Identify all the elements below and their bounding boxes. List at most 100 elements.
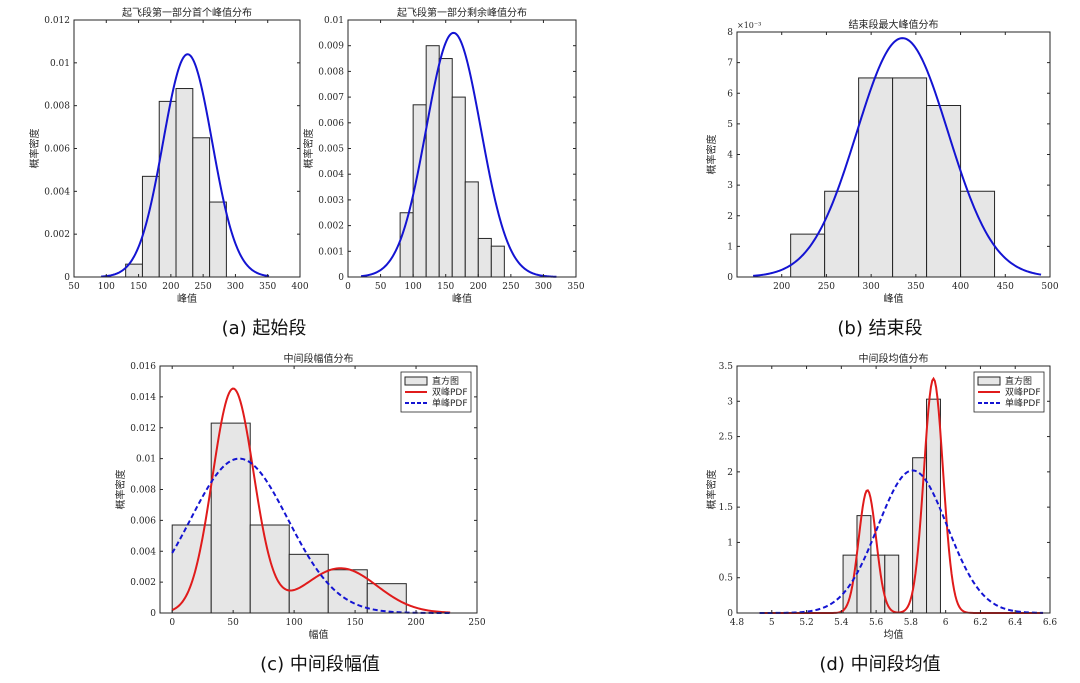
y-axis-label: 概率密度: [302, 129, 315, 169]
y-tick-label: 0.002: [130, 578, 156, 588]
chart-title: 中间段幅值分布: [284, 352, 354, 365]
chart-a1: 50 100 150 200 250 300 350 400 0 0.002 0.004 0.006 0…: [28, 6, 309, 305]
x-tick-label: 200: [407, 618, 424, 628]
histogram-bar: [210, 422, 251, 614]
caption-c: (c) 中间段幅值: [260, 654, 380, 675]
legend-entry: 双峰PDF: [432, 387, 468, 398]
y-axis-label: 概率密度: [114, 470, 127, 510]
y-tick-label: 0.012: [130, 424, 156, 434]
bimodal-pdf-curve: [759, 376, 1044, 614]
histogram-bar: [175, 88, 194, 278]
x-tick-label: 50: [375, 282, 387, 292]
x-tick-label: 100: [405, 282, 422, 292]
caption-a: (a) 起始段: [222, 318, 307, 339]
legend-entry: 双峰PDF: [1005, 387, 1041, 398]
histogram-bar: [425, 45, 440, 278]
y-tick-label: 0: [727, 273, 733, 283]
y-tick-label: 5: [727, 120, 733, 130]
y-axis-label: 概率密度: [705, 470, 718, 510]
y-tick-label: 0.004: [130, 547, 156, 557]
x-tick-label: 250: [468, 618, 485, 628]
y-tick-label: 0.01: [324, 16, 344, 26]
legend-swatch-histogram: [977, 376, 1001, 386]
y-tick-label: 0.014: [130, 393, 156, 403]
histogram-bar: [490, 245, 505, 278]
x-tick-label: 250: [195, 282, 212, 292]
histogram-bar: [158, 100, 177, 278]
chart-b: 200 250 300 350 400 450 500 0 1 2 3 4 5 6 7 8 ×10⁻³ 结束段最大…: [705, 18, 1059, 305]
histogram-bar: [451, 96, 466, 278]
x-tick-label: 150: [346, 618, 363, 628]
histogram-bar: [209, 201, 227, 278]
chart-title: 中间段均值分布: [859, 352, 929, 365]
unimodal-pdf-curve: [759, 469, 1044, 614]
y-tick-label: 3: [727, 397, 733, 407]
histogram-bar: [366, 583, 407, 614]
x-tick-label: 200: [773, 282, 790, 292]
x-axis-label: 幅值: [309, 628, 329, 641]
y-tick-label: 0.01: [50, 59, 70, 69]
y-tick-label: 0.005: [318, 145, 344, 155]
y-tick-label: 0.012: [44, 16, 70, 26]
y-tick-label: 1.5: [719, 503, 734, 513]
legend-entry: 单峰PDF: [432, 397, 468, 409]
legend-entry: 直方图: [432, 375, 459, 387]
x-tick-label: 350: [567, 282, 584, 292]
chart-title: 起飞段第一部分首个峰值分布: [122, 6, 252, 19]
x-tick-label: 5.4: [834, 618, 849, 628]
x-tick-label: 250: [818, 282, 835, 292]
x-tick-label: 6.2: [973, 618, 987, 628]
y-axis-label: 概率密度: [28, 129, 41, 169]
y-tick-label: 0: [727, 609, 733, 619]
y-tick-label: 1: [727, 538, 733, 548]
x-tick-label: 5.8: [904, 618, 919, 628]
y-tick-label: 0.009: [318, 42, 344, 52]
y-tick-label: 0.008: [44, 102, 70, 112]
x-axis-label: 均值: [884, 628, 904, 641]
y-tick-label: 0.016: [130, 362, 156, 372]
x-tick-label: 0: [345, 282, 351, 292]
x-tick-label: 350: [259, 282, 276, 292]
histogram-bar: [171, 524, 212, 614]
y-tick-label: 0.007: [318, 93, 344, 103]
y-tick-label: 0.006: [318, 119, 344, 129]
y-tick-label: 0.004: [44, 187, 70, 197]
x-tick-label: 5: [769, 618, 775, 628]
chart-d: 4.8 5 5.2 5.4 5.6 5.8 6 6.2 6.4 6.6 0 0.5 1 1.5 2 2.5 3 3…: [705, 352, 1057, 641]
chart-title: 结束段最大峰值分布: [849, 18, 939, 31]
y-tick-label: 0: [150, 609, 156, 619]
histogram-bar: [412, 104, 427, 278]
y-tick-label: 3: [727, 181, 733, 191]
y-tick-label: 0.5: [719, 574, 734, 584]
y-tick-label: 0.001: [318, 247, 344, 257]
y-tick-label: 7: [727, 59, 733, 69]
y-tick-label: 0.006: [130, 516, 156, 526]
histogram-bar: [288, 553, 329, 614]
axes-frame: [736, 365, 1051, 614]
histogram-bar: [438, 58, 453, 278]
x-tick-label: 400: [952, 282, 969, 292]
y-tick-label: 0: [338, 273, 344, 283]
x-tick-label: 450: [997, 282, 1014, 292]
x-tick-label: 4.8: [730, 618, 745, 628]
y-tick-label: 0.006: [44, 145, 70, 155]
y-tick-label: 2: [727, 468, 733, 478]
unimodal-pdf-curve: [101, 53, 270, 278]
histogram-bar: [926, 398, 941, 614]
x-tick-label: 200: [162, 282, 179, 292]
x-tick-label: 500: [1041, 282, 1058, 292]
x-tick-label: 5.2: [799, 618, 813, 628]
histogram-bar: [464, 181, 479, 278]
x-tick-label: 50: [68, 282, 80, 292]
x-tick-label: 6.6: [1043, 618, 1058, 628]
y-tick-label: 0.002: [318, 222, 344, 232]
chart-title: 起飞段第一部分剩余峰值分布: [397, 6, 527, 19]
y-tick-label: 0.004: [318, 170, 344, 180]
histogram-bar: [926, 105, 962, 278]
legend-entry: 单峰PDF: [1005, 397, 1041, 409]
y-tick-label: 1: [727, 242, 733, 252]
x-tick-label: 6: [943, 618, 949, 628]
bimodal-pdf-curve: [171, 387, 451, 614]
